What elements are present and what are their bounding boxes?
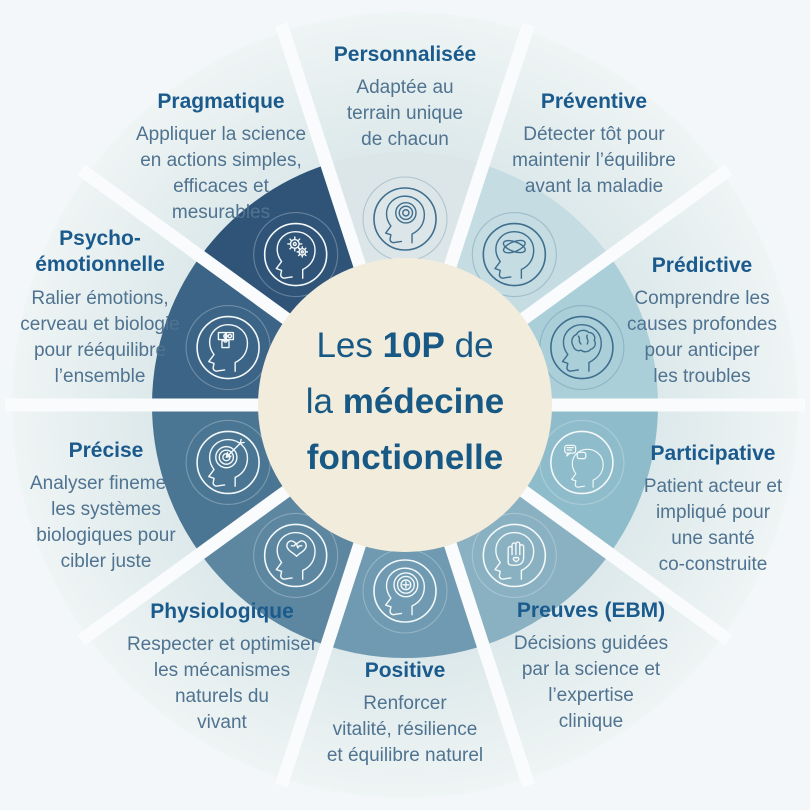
head-plus-target-icon: [362, 548, 448, 634]
segment-title: Positive: [364, 659, 446, 682]
segment-label-5: Preuves (EBM) Décisions guidées par la sc…: [482, 598, 700, 735]
segment-description: Détecter tôt pour maintenir l’équilibre …: [512, 124, 676, 198]
segment-inner-wedge: [152, 405, 287, 554]
head-dart-target-icon: [185, 419, 271, 506]
segment-divider: [275, 22, 369, 276]
segment-label-7: Physiologique Respecter et optimiser les …: [98, 599, 346, 736]
center-title-line-1: Les 10P de: [316, 326, 494, 365]
segment-description: Patient acteur et impliqué pour une sant…: [643, 476, 783, 576]
segment-description: Ralier émotions, cerveau et biologie pou…: [20, 287, 180, 387]
segment-description: Renforcer vitalité, résilience et équili…: [326, 693, 484, 767]
segment-label-9: Psycho-émotionnelle Ralier émotions, cerv…: [12, 226, 188, 390]
segment-description: Appliquer la science en actions simples,…: [135, 124, 307, 224]
segment-divider: [441, 22, 535, 276]
segment-divider: [441, 534, 535, 788]
segment-label-8: Précise Analyser finement les systèmes bi…: [0, 438, 212, 575]
segment-label-1: Personnalisée Adaptée au terrain unique d…: [300, 42, 510, 153]
segment-description: Adaptée au terrain unique de chacun: [346, 77, 464, 151]
segment-divider: [512, 480, 733, 646]
center-title-line-2: la médecine: [305, 382, 505, 421]
segment-inner-wedge: [523, 256, 658, 405]
segment-title: Participative: [650, 442, 776, 465]
segment-inner-wedge: [326, 152, 484, 267]
segment-description: Analyser finement les systèmes biologiqu…: [29, 473, 183, 573]
center-circle: [258, 258, 552, 552]
head-hand-heart-icon: [471, 512, 557, 599]
segment-title: Personnalisée: [333, 43, 477, 66]
segment-divider: [512, 164, 733, 330]
segment-title: Pragmatique: [157, 90, 285, 113]
head-heart-icon: [253, 512, 339, 599]
head-gears-icon: [253, 211, 339, 298]
segment-label-10: Pragmatique Appliquer la science en actio…: [101, 89, 341, 226]
segment-divider: [5, 398, 267, 412]
segment-title: Préventive: [540, 90, 648, 113]
center-title-line-3: fonctionelle: [306, 438, 504, 477]
segment-description: Respecter et optimiser les mécanismes na…: [126, 634, 318, 734]
segment-inner-wedge: [523, 405, 658, 554]
segment-inner-wedge: [326, 543, 484, 658]
segment-divider: [77, 164, 298, 330]
segment-divider: [275, 534, 369, 788]
segment-title: Physiologique: [150, 600, 294, 623]
segment-label-4: Participative Patient acteur et impliqué …: [611, 441, 810, 578]
segment-description: Comprendre les causes profondes pour ant…: [627, 288, 777, 388]
segment-title: Preuves (EBM): [516, 599, 666, 622]
segment-label-2: Préventive Détecter tôt pour maintenir l’…: [482, 89, 706, 200]
segment-divider: [77, 480, 298, 646]
segment-divider: [543, 398, 805, 412]
head-orbits-icon: [471, 211, 557, 298]
head-target-icon: [362, 176, 448, 262]
segment-description: Décisions guidées par la science et l’ex…: [513, 633, 669, 733]
segment-title: Psycho-émotionnelle: [35, 227, 165, 277]
segment-label-6: Positive Renforcer vitalité, résilience e…: [285, 658, 525, 769]
segment-title: Précise: [68, 439, 144, 462]
wheel-center-title: Les 10P de la médecine fonctionelle: [255, 318, 555, 486]
segment-label-3: Prédictive Comprendre les causes profonde…: [600, 253, 804, 390]
segment-title: Prédictive: [651, 254, 753, 277]
segment-inner-wedge: [152, 256, 287, 405]
